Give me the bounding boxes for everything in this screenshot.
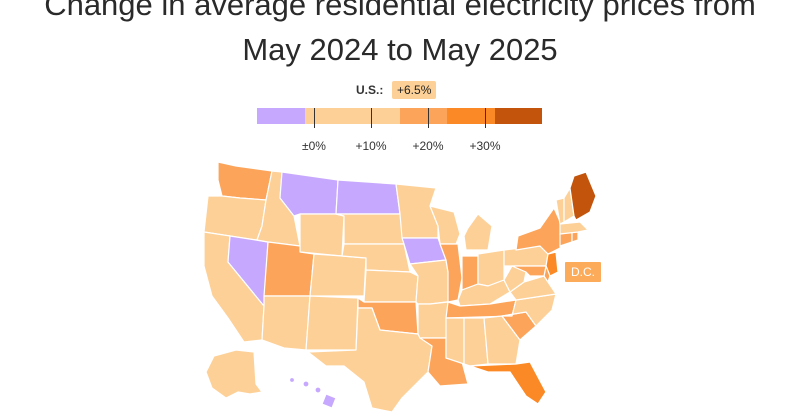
state-ri xyxy=(571,231,579,243)
chart-title-line-1: Change in average residential electricit… xyxy=(44,0,756,22)
state-md xyxy=(511,265,547,277)
state-pa xyxy=(503,245,549,267)
legend-bin-10-20 xyxy=(399,108,447,124)
state-ms xyxy=(445,317,465,365)
state-hi xyxy=(288,376,337,409)
state-ny xyxy=(515,207,563,255)
legend-tick-label-20: +20% xyxy=(412,139,444,153)
legend-tick-30 xyxy=(485,108,486,128)
state-nm xyxy=(305,295,359,351)
state-oh xyxy=(477,249,505,287)
state-co xyxy=(309,253,367,297)
state-mn xyxy=(395,183,439,239)
state-nd xyxy=(335,179,401,215)
legend-bin-5-10 xyxy=(352,108,400,124)
legend-bin-0-5 xyxy=(304,108,352,124)
legend-bin-over-30 xyxy=(494,108,542,124)
state-mi xyxy=(463,213,493,251)
state-wa xyxy=(217,161,273,201)
state-ks xyxy=(363,269,419,303)
legend-tick-0 xyxy=(314,108,315,128)
state-az xyxy=(261,295,311,351)
state-il xyxy=(439,243,463,303)
state-ar xyxy=(417,301,449,339)
state-ma xyxy=(559,221,589,235)
legend-tick-20 xyxy=(428,108,429,128)
state-nj xyxy=(545,251,559,277)
us-average-value: +6.5% xyxy=(392,81,437,99)
legend-tick-label-10: +10% xyxy=(355,139,387,153)
legend-bin-decrease xyxy=(257,108,305,124)
chart-title-line-2: May 2024 to May 2025 xyxy=(242,32,558,67)
state-sd xyxy=(335,213,405,245)
legend-tick-label-0: ±0% xyxy=(302,139,326,153)
state-ak xyxy=(205,349,263,399)
dc-label: D.C. xyxy=(565,262,601,282)
us-average-label: U.S.: xyxy=(356,83,384,97)
state-fl xyxy=(469,361,547,405)
legend-color-scale xyxy=(257,108,542,124)
legend-bin-20-30 xyxy=(447,108,495,124)
legend-tick-label-30: +30% xyxy=(469,139,501,153)
state-wy xyxy=(299,213,345,257)
state-mt xyxy=(279,171,339,217)
state-al xyxy=(463,317,489,367)
legend-tick-10 xyxy=(371,108,372,128)
state-me xyxy=(569,171,597,221)
state-tx xyxy=(307,307,433,413)
state-wv xyxy=(503,265,527,293)
